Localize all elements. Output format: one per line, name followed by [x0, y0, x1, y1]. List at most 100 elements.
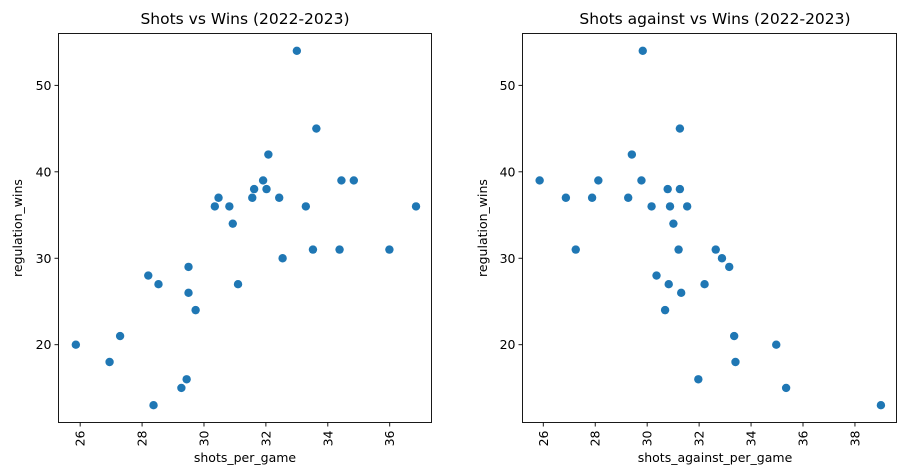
data-point: [665, 202, 675, 211]
x-tick-label: 34: [320, 430, 335, 446]
data-point: [660, 305, 670, 315]
data-point: [561, 193, 571, 202]
data-point: [115, 331, 125, 341]
data-point: [717, 254, 727, 263]
data-point: [292, 46, 302, 55]
x-tick-label: 38: [847, 430, 862, 446]
data-point: [772, 340, 781, 349]
data-point: [301, 202, 311, 211]
data-point: [385, 245, 394, 254]
x-tick-label: 26: [73, 430, 88, 446]
right-chart-panel: Shots against vs Wins (2022-2023) shots_…: [475, 10, 897, 465]
data-point: [587, 193, 597, 202]
x-tick-label: 30: [196, 430, 211, 446]
left-plot-frame: [58, 33, 432, 423]
right-y-ticks: 20 30 40 50: [500, 78, 523, 352]
data-point: [275, 193, 284, 202]
data-point: [308, 245, 318, 254]
right-x-axis-label: shots_against_per_game: [638, 450, 793, 465]
left-y-axis-label: regulation_wins: [10, 179, 25, 277]
data-point: [262, 184, 271, 194]
data-point: [233, 279, 243, 289]
data-point: [210, 202, 220, 211]
x-tick-label: 28: [588, 430, 603, 446]
data-point: [647, 202, 656, 211]
data-point: [184, 288, 193, 298]
data-point: [278, 254, 287, 263]
x-tick-label: 36: [382, 430, 397, 446]
data-point: [258, 176, 268, 185]
x-tick-label: 28: [135, 430, 150, 446]
y-tick-label: 40: [500, 164, 516, 179]
data-point: [663, 184, 672, 194]
data-point: [682, 202, 692, 211]
data-point: [676, 288, 686, 298]
data-point: [535, 176, 544, 185]
data-point: [335, 245, 344, 254]
data-point: [248, 193, 257, 202]
data-point: [638, 46, 647, 55]
data-point: [637, 176, 646, 185]
data-point: [731, 357, 740, 367]
data-point: [191, 305, 200, 315]
x-tick-label: 32: [258, 431, 273, 447]
y-tick-label: 50: [36, 78, 52, 93]
data-point: [411, 202, 421, 211]
data-point: [729, 331, 739, 341]
data-point: [781, 383, 791, 393]
data-point: [711, 245, 720, 254]
data-point: [249, 184, 259, 194]
data-point: [154, 279, 163, 289]
data-point: [177, 383, 186, 393]
data-point: [337, 176, 346, 185]
y-tick-label: 50: [500, 78, 516, 93]
data-point: [312, 124, 321, 133]
data-point: [675, 124, 685, 133]
data-point: [725, 262, 734, 272]
right-scatter-points: [535, 46, 886, 410]
x-tick-label: 36: [796, 430, 811, 446]
data-point: [594, 176, 603, 185]
data-point: [624, 193, 633, 202]
data-point: [694, 375, 703, 384]
right-y-axis-label: regulation_wins: [475, 179, 490, 277]
data-point: [652, 271, 661, 280]
y-tick-label: 20: [500, 337, 516, 352]
x-tick-label: 26: [536, 430, 551, 446]
x-tick-label: 34: [744, 430, 759, 446]
data-point: [664, 279, 673, 289]
data-point: [184, 262, 193, 272]
data-point: [149, 401, 158, 410]
data-point: [669, 219, 678, 228]
y-tick-label: 40: [36, 164, 52, 179]
data-point: [349, 176, 359, 185]
data-point: [264, 150, 273, 159]
right-plot-frame: [522, 33, 897, 423]
data-point: [876, 401, 886, 410]
data-point: [144, 271, 153, 280]
data-point: [225, 202, 234, 211]
left-scatter-points: [71, 46, 421, 410]
data-point: [105, 357, 114, 367]
left-chart-panel: Shots vs Wins (2022-2023) shots_per_game…: [10, 10, 432, 465]
data-point: [700, 279, 709, 289]
data-point: [674, 245, 683, 254]
y-tick-label: 20: [36, 337, 52, 352]
right-x-ticks: 26 28 30 32 34 36 38: [536, 422, 862, 447]
data-point: [182, 375, 191, 384]
left-x-ticks: 26 28 30 32 34 36: [73, 422, 397, 447]
y-tick-label: 30: [500, 251, 516, 266]
left-x-axis-label: shots_per_game: [194, 450, 297, 465]
x-tick-label: 30: [640, 430, 655, 446]
data-point: [627, 150, 637, 159]
left-y-ticks: 20 30 40 50: [36, 78, 59, 352]
data-point: [571, 245, 580, 254]
data-point: [214, 193, 223, 202]
x-tick-label: 32: [692, 431, 707, 447]
left-chart-title: Shots vs Wins (2022-2023): [140, 10, 349, 28]
data-point: [71, 340, 81, 349]
data-point: [675, 184, 685, 194]
y-tick-label: 30: [36, 251, 52, 266]
right-chart-title: Shots against vs Wins (2022-2023): [579, 10, 850, 28]
